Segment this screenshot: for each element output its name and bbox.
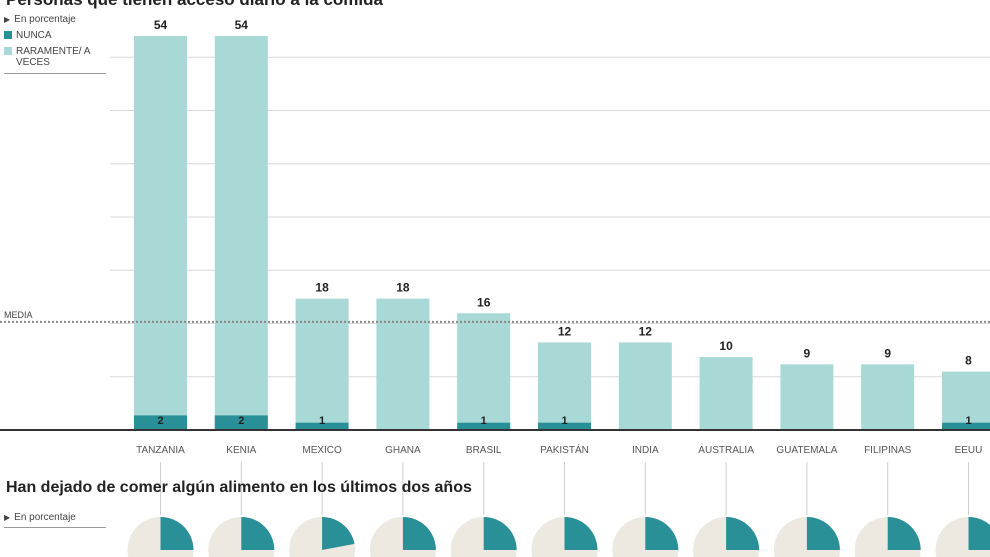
category-label: PAKISTÁN	[540, 443, 589, 456]
category-label: GHANA	[385, 445, 421, 456]
pie-slice	[806, 517, 840, 550]
category-label: TANZANIA	[136, 445, 185, 456]
legend-item-nunca: NUNCA	[4, 30, 106, 41]
pie-slice	[968, 517, 990, 550]
bar-nunca	[295, 422, 349, 430]
nunca-value-label: 2	[157, 415, 163, 427]
media-label: MEDIA	[4, 310, 33, 320]
legend-label-nunca: NUNCA	[16, 30, 52, 41]
pie-section-title: Han dejado de comer algún alimento en lo…	[6, 479, 472, 496]
nunca-value-label: 1	[965, 415, 971, 427]
category-label: GUATEMALA	[776, 445, 837, 456]
bar-raramente	[214, 36, 268, 430]
bar-raramente	[295, 298, 349, 430]
category-label: INDIA	[632, 445, 659, 456]
legend-unit: ▶ En porcentaje	[4, 14, 106, 25]
bar-nunca	[942, 422, 990, 430]
total-value-label: 18	[315, 281, 329, 295]
category-label: FILIPINAS	[864, 445, 912, 456]
nunca-value-label: 1	[319, 415, 325, 427]
pie-legend-divider	[4, 527, 106, 528]
pie-legend: ▶ En porcentaje	[4, 512, 106, 528]
nunca-value-label: 2	[238, 415, 244, 427]
total-value-label: 16	[477, 295, 491, 309]
category-label: BRASIL	[466, 445, 502, 456]
pie-slice	[726, 517, 760, 550]
pie-slice	[402, 517, 436, 550]
total-value-label: 9	[804, 346, 811, 360]
bar-raramente	[538, 342, 591, 430]
pie-unit-label: En porcentaje	[14, 512, 76, 523]
total-value-label: 10	[719, 339, 733, 353]
legend-divider	[4, 73, 106, 74]
total-value-label: 12	[639, 324, 653, 338]
bar-raramente	[618, 342, 672, 430]
bar-nunca	[457, 422, 511, 430]
total-value-label: 54	[154, 18, 168, 32]
legend-item-raramente: RARAMENTE/ A VECES	[4, 46, 106, 68]
bar-raramente	[699, 357, 753, 430]
pie-slice	[322, 517, 355, 550]
legend-swatch-nunca	[4, 31, 12, 39]
bar-raramente	[457, 313, 511, 430]
legend-label-raramente: RARAMENTE/ A VECES	[16, 46, 90, 68]
pie-slice	[645, 517, 679, 550]
category-label: EEUU	[955, 445, 983, 456]
chart-title: Personas que tienen acceso diario a la c…	[6, 0, 383, 10]
total-value-label: 54	[235, 18, 249, 32]
pie-slice	[564, 517, 598, 550]
nunca-value-label: 1	[481, 415, 487, 427]
category-label: KENIA	[226, 445, 256, 456]
bar-raramente	[942, 371, 990, 430]
total-value-label: 12	[558, 324, 572, 338]
pie-slice	[483, 517, 517, 550]
bar-nunca	[214, 415, 268, 430]
legend-swatch-raramente	[4, 47, 12, 55]
legend-unit-label: En porcentaje	[14, 14, 76, 25]
bar-raramente	[861, 364, 915, 430]
category-label: AUSTRALIA	[698, 445, 754, 456]
pie-slice	[241, 517, 275, 550]
bar-raramente	[134, 36, 187, 430]
bar-raramente	[780, 364, 834, 430]
triangle-right-icon: ▶	[4, 15, 11, 24]
bar-raramente	[376, 298, 430, 430]
pie-slice	[160, 517, 194, 550]
total-value-label: 8	[965, 354, 972, 368]
bar-nunca	[134, 415, 187, 430]
total-value-label: 18	[396, 281, 410, 295]
nunca-value-label: 1	[561, 415, 567, 427]
category-label: MEXICO	[302, 445, 342, 456]
pie-slice	[887, 517, 921, 550]
total-value-label: 9	[884, 346, 891, 360]
bar-nunca	[538, 422, 591, 430]
triangle-right-icon: ▶	[4, 513, 11, 522]
legend: ▶ En porcentaje NUNCA RARAMENTE/ A VECES	[4, 14, 106, 74]
